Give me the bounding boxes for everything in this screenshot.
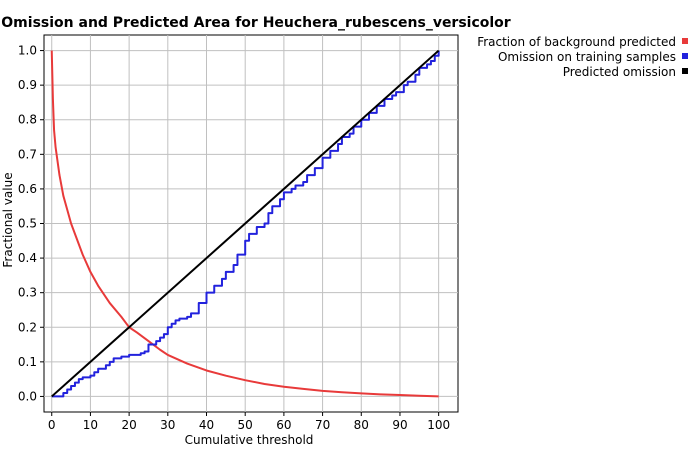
series-lines xyxy=(50,49,440,398)
legend-swatch-background-predicted xyxy=(682,38,688,44)
y-tick-label: 0.9 xyxy=(18,78,37,92)
legend-label-background-predicted: Fraction of background predicted xyxy=(477,35,676,49)
y-axis-ticks: 0.0 0.1 0.2 0.3 0.4 0.5 0.6 0.7 0.8 0.9 1.0 xyxy=(18,44,44,403)
legend-swatch-predicted-omission xyxy=(682,68,688,74)
grid xyxy=(44,35,458,412)
x-tick-label: 90 xyxy=(392,418,407,432)
x-tick-label: 60 xyxy=(276,418,291,432)
x-tick-label: 100 xyxy=(427,418,450,432)
legend-swatch-omission-training xyxy=(682,53,688,59)
x-tick-label: 10 xyxy=(83,418,98,432)
legend-label-omission-training: Omission on training samples xyxy=(498,50,676,64)
x-tick-label: 30 xyxy=(160,418,175,432)
legend: Fraction of background predicted Omissio… xyxy=(477,35,688,79)
series-line-background-predicted xyxy=(50,50,439,398)
y-tick-label: 0.6 xyxy=(18,182,37,196)
x-tick-label: 80 xyxy=(354,418,369,432)
x-tick-label: 50 xyxy=(238,418,253,432)
y-tick-label: 0.0 xyxy=(18,389,37,403)
chart-title: Omission and Predicted Area for Heuchera… xyxy=(1,15,511,31)
y-tick-label: 0.3 xyxy=(18,286,37,300)
y-tick-label: 0.8 xyxy=(18,113,37,127)
y-tick-label: 0.7 xyxy=(18,147,37,161)
legend-label-predicted-omission: Predicted omission xyxy=(563,65,676,79)
x-tick-label: 40 xyxy=(199,418,214,432)
x-axis-label: Cumulative threshold xyxy=(185,433,314,447)
series-line-omission-training xyxy=(51,50,440,398)
series-line-predicted-omission xyxy=(51,49,440,398)
x-tick-label: 20 xyxy=(121,418,136,432)
x-axis-ticks: 0 10 20 30 40 50 60 70 80 90 100 xyxy=(48,412,450,432)
y-tick-label: 1.0 xyxy=(18,44,37,58)
x-tick-label: 0 xyxy=(48,418,56,432)
y-tick-label: 0.2 xyxy=(18,320,37,334)
y-axis-label: Fractional value xyxy=(1,172,15,267)
y-tick-label: 0.1 xyxy=(18,355,37,369)
y-tick-label: 0.5 xyxy=(18,217,37,231)
x-tick-label: 70 xyxy=(315,418,330,432)
y-tick-label: 0.4 xyxy=(18,251,37,265)
